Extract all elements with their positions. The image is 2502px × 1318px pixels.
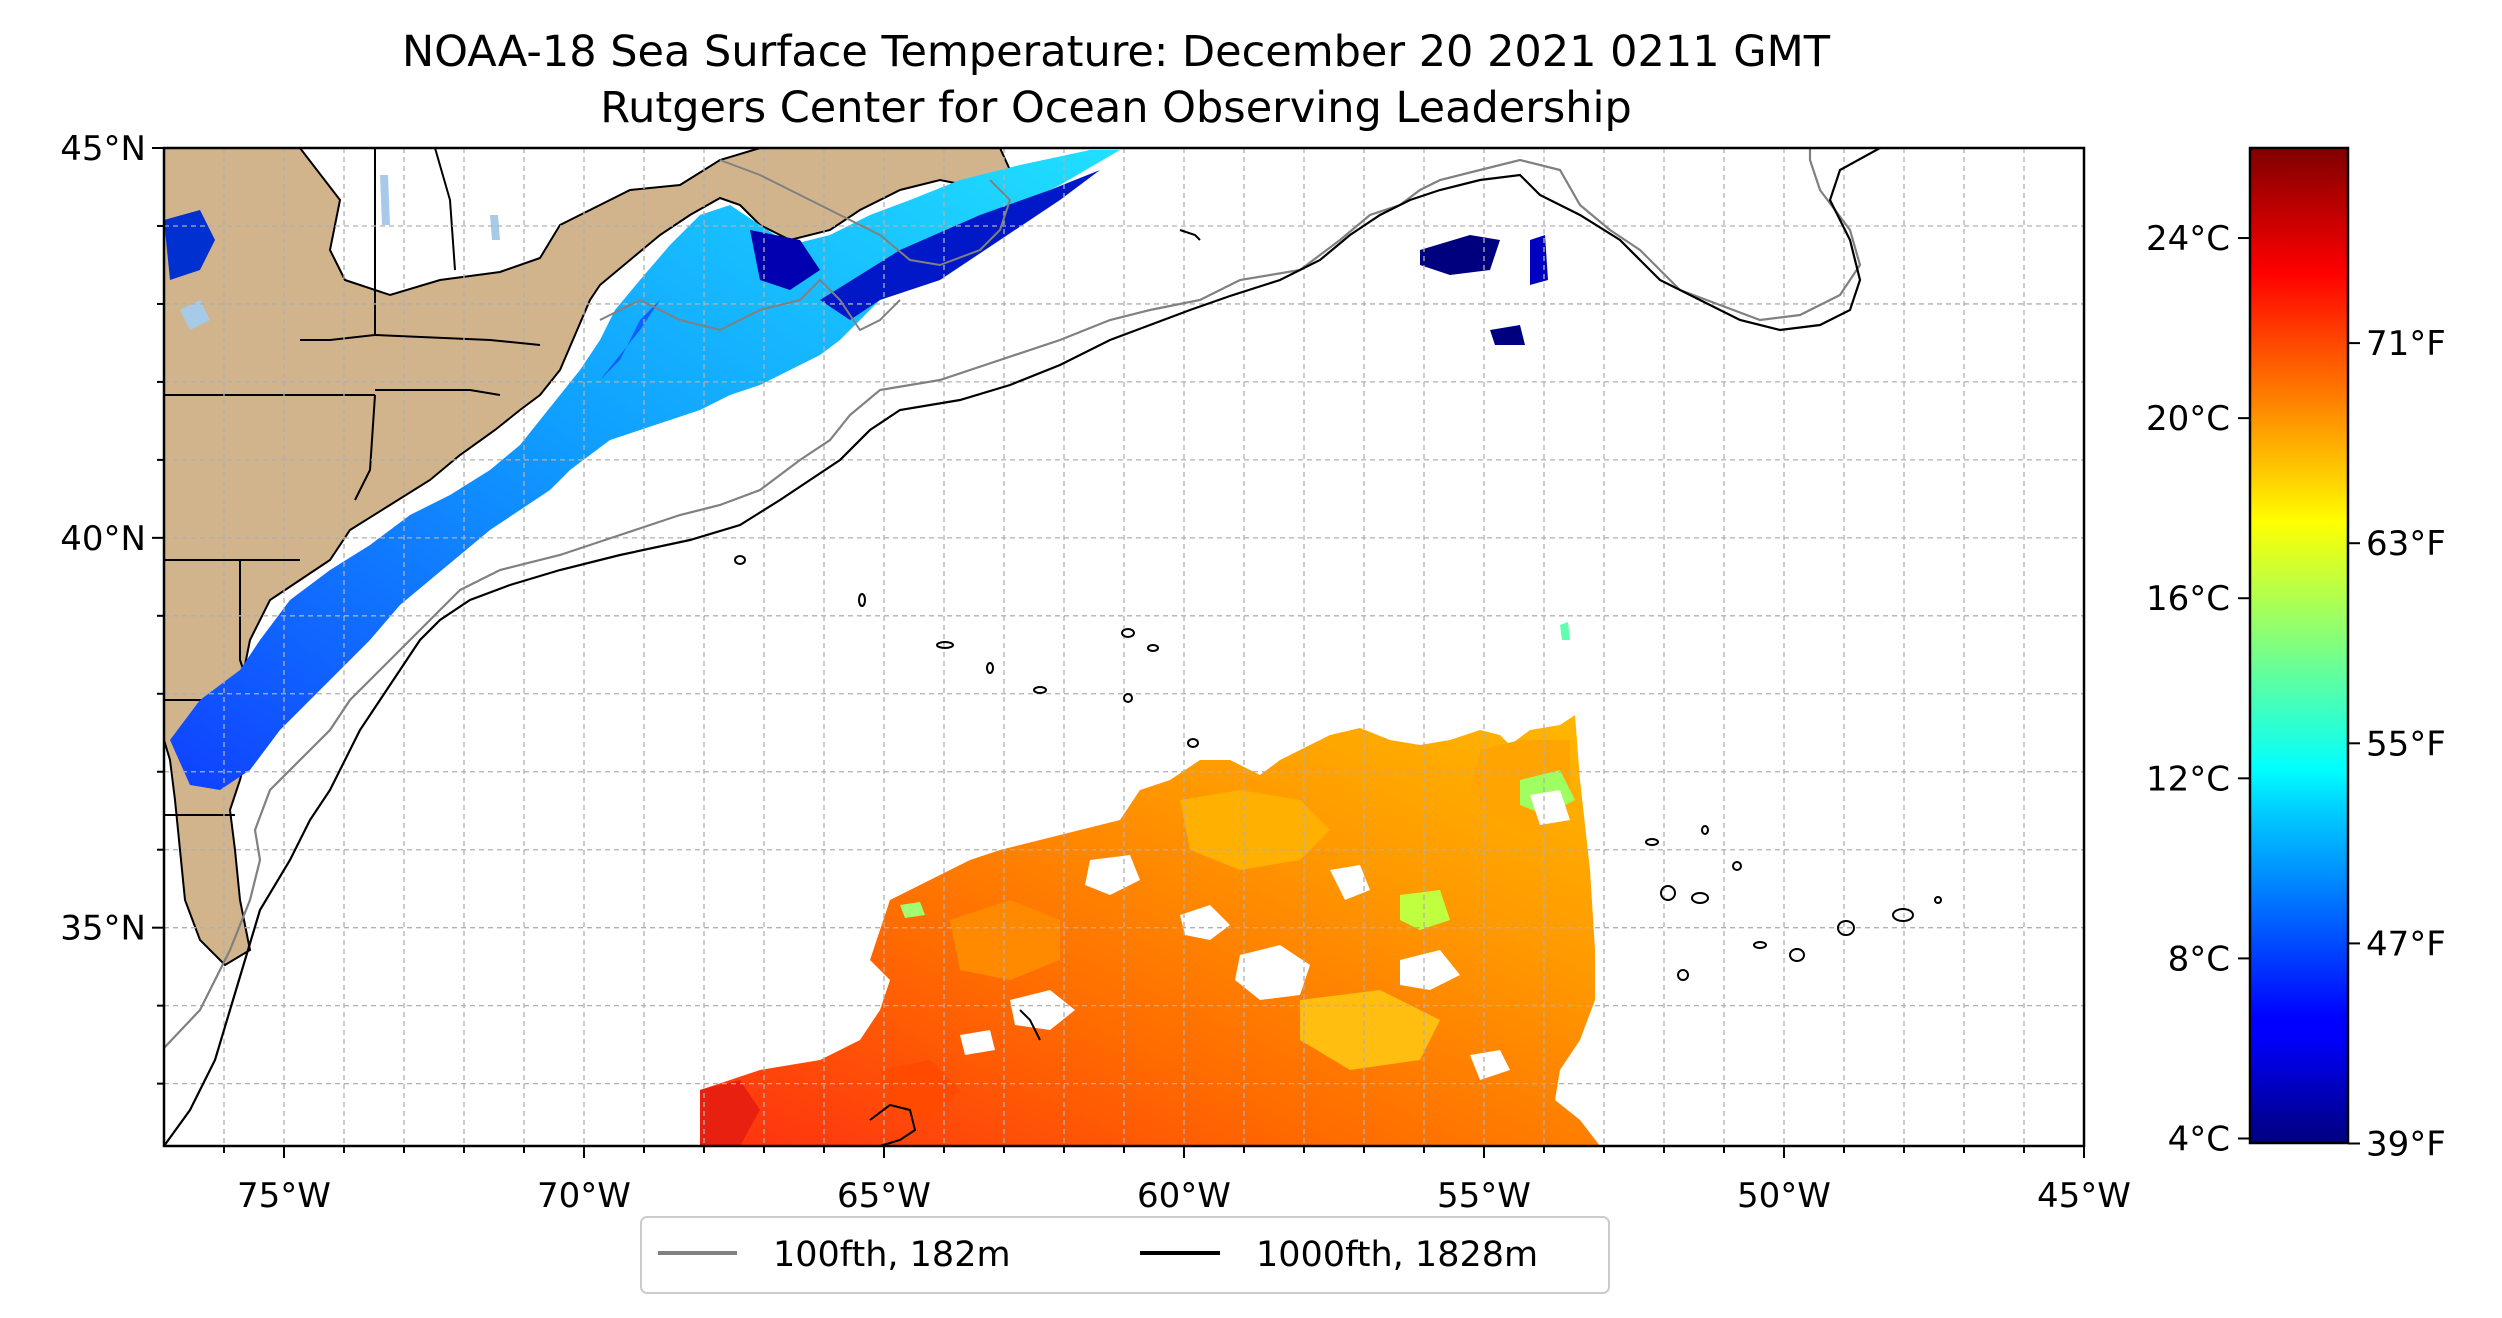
colorbar-celsius-ticks: 4°C 8°C 12°C 16°C 20°C 24°C [2146, 219, 2250, 1159]
colorbar-celsius-label: 4°C [2168, 1119, 2230, 1159]
legend-label-100fth: 100fth, 182m [773, 1235, 1011, 1275]
land-mass [164, 148, 1012, 967]
isobath-100fth-shelf [599, 278, 901, 332]
colorbar-fahrenheit-label: 63°F [2366, 524, 2446, 564]
isobath-100fth [164, 148, 1862, 1049]
colorbar-fahrenheit-label: 39°F [2366, 1125, 2446, 1165]
colorbar-fahrenheit-label: 71°F [2366, 324, 2446, 364]
seamount-contours [734, 229, 1942, 1146]
y-axis-ticks: 45°N 40°N 35°N [60, 129, 164, 1085]
x-tick-label: 50°W [1737, 1176, 1831, 1216]
colorbar-gradient [2248, 146, 2350, 1145]
y-tick-label: 35°N [60, 909, 146, 949]
y-tick-label: 45°N [60, 129, 146, 169]
state-borders [164, 148, 541, 816]
colorbar-celsius-label: 8°C [2168, 939, 2230, 979]
legend: 100fth, 182m 1000fth, 1828m [640, 1216, 1610, 1294]
isobath-100fth-gom [719, 159, 1012, 267]
colorbar-fahrenheit-label: 47°F [2366, 924, 2446, 964]
colorbar-fahrenheit-ticks: 39°F 47°F 55°F 63°F 71°F [2348, 324, 2446, 1165]
x-axis-ticks: 75°W 70°W 65°W 60°W 55°W 50°W 45°W [223, 1146, 2131, 1216]
lakes [180, 175, 500, 330]
plot-area: 75°W 70°W 65°W 60°W 55°W 50°W 45°W 45°N 40°N 35°… [60, 129, 2131, 1216]
legend-box [640, 1216, 1610, 1294]
colorbar: 4°C 8°C 12°C 16°C 20°C 24°C 39°F 47°F 55°F 63°F 7… [2146, 146, 2446, 1165]
x-tick-label: 45°W [2037, 1176, 2131, 1216]
map-subtitle: Rutgers Center for Ocean Observing Leade… [600, 83, 1632, 133]
colorbar-celsius-label: 24°C [2146, 219, 2230, 259]
x-tick-label: 70°W [537, 1176, 631, 1216]
x-tick-label: 65°W [837, 1176, 931, 1216]
map-title: NOAA-18 Sea Surface Temperature: Decembe… [402, 27, 1831, 77]
x-tick-label: 75°W [237, 1176, 331, 1216]
colorbar-celsius-label: 16°C [2146, 579, 2230, 619]
colorbar-celsius-label: 20°C [2146, 399, 2230, 439]
legend-label-1000fth: 1000fth, 1828m [1256, 1235, 1538, 1275]
y-tick-label: 40°N [60, 519, 146, 559]
sst-cold-band [164, 150, 1570, 790]
colorbar-celsius-label: 12°C [2146, 759, 2230, 799]
isobath-1000fth [164, 148, 1881, 1146]
x-tick-label: 55°W [1437, 1176, 1531, 1216]
colorbar-fahrenheit-label: 55°F [2366, 724, 2446, 764]
x-tick-label: 60°W [1137, 1176, 1231, 1216]
sst-warm-region [700, 715, 1600, 1146]
graticule-grid [164, 148, 2084, 1146]
